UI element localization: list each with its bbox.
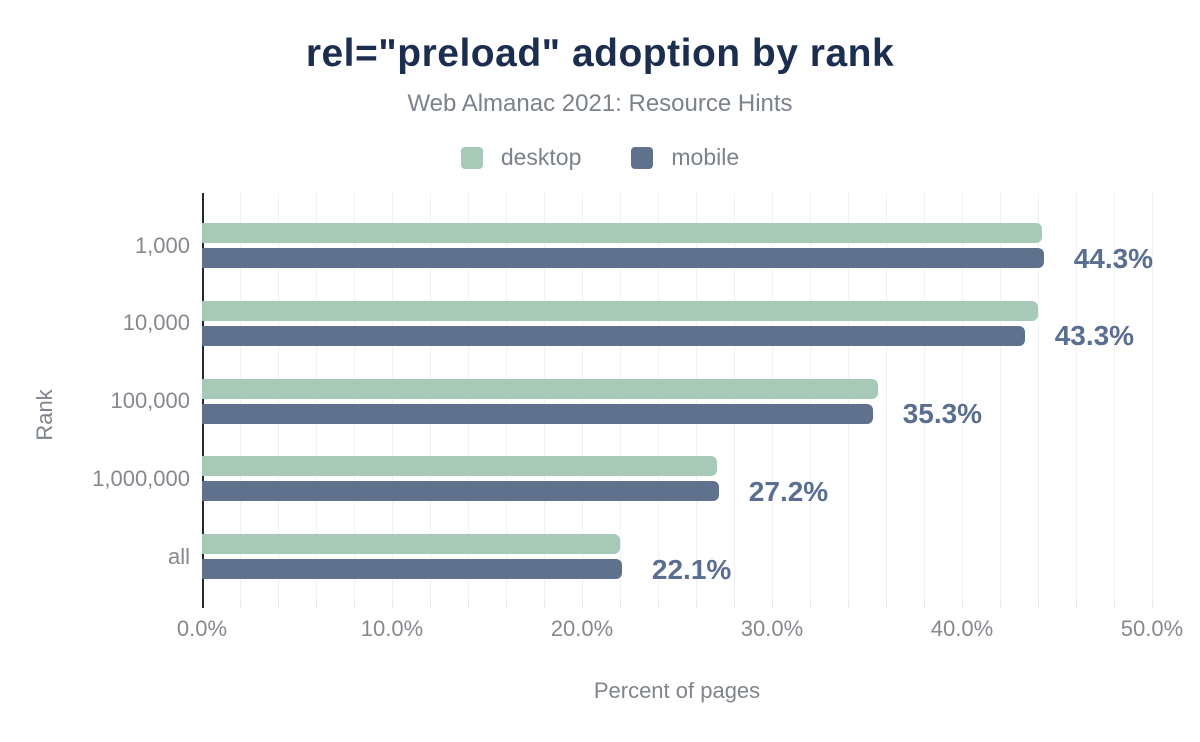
x-tick-label: 30.0% <box>740 616 804 641</box>
axis-tick <box>240 600 241 608</box>
axis-tick <box>1114 600 1115 608</box>
axis-tick <box>354 600 355 608</box>
legend-swatch-mobile-icon <box>631 146 654 169</box>
bar-mobile <box>202 559 622 579</box>
axis-tick <box>1000 600 1001 608</box>
axis-tick <box>1076 600 1077 608</box>
legend-label-desktop: desktop <box>500 144 582 170</box>
y-tick-label: 100,000 <box>110 388 190 413</box>
axis-tick <box>582 600 583 608</box>
bar-desktop <box>202 300 1038 321</box>
y-tick-label: all <box>167 543 190 569</box>
bar-desktop <box>202 534 620 554</box>
grid-line <box>924 193 925 600</box>
bar-mobile <box>202 325 1025 346</box>
axis-tick <box>392 600 393 608</box>
grid-line <box>1038 193 1039 600</box>
legend-item-mobile: mobile <box>631 144 739 171</box>
x-tick-label: 40.0% <box>930 616 994 641</box>
bar-value-label: 43.3% <box>1054 320 1135 352</box>
bar-mobile <box>202 248 1044 268</box>
grid-line <box>1152 193 1153 600</box>
axis-tick <box>620 600 621 608</box>
axis-tick <box>886 600 887 608</box>
axis-tick <box>430 600 431 608</box>
x-tick-label: 20.0% <box>550 616 614 641</box>
y-tick-label: 1,000,000 <box>92 465 190 491</box>
axis-tick <box>734 600 735 608</box>
bar-mobile <box>202 481 719 502</box>
axis-tick <box>962 600 963 608</box>
chart-title: rel="preload" adoption by rank <box>305 32 895 75</box>
axis-tick <box>924 600 925 608</box>
grid-line <box>1076 193 1077 600</box>
bar-mobile <box>202 403 873 424</box>
y-axis-line <box>202 193 204 608</box>
y-tick-label: 10,000 <box>122 310 190 336</box>
axis-tick <box>810 600 811 608</box>
grid-line <box>1000 193 1001 600</box>
x-axis-title: Percent of pages <box>593 678 761 703</box>
bar-value-label: 27.2% <box>748 475 829 507</box>
axis-tick <box>658 600 659 608</box>
bar-desktop <box>202 223 1042 243</box>
axis-tick <box>1152 600 1153 608</box>
legend-item-desktop: desktop <box>460 144 582 171</box>
axis-tick <box>696 600 697 608</box>
grid-line <box>962 193 963 600</box>
axis-tick <box>544 600 545 608</box>
y-tick-label: 1,000 <box>134 232 190 258</box>
bar-value-label: 22.1% <box>651 553 732 585</box>
legend-label-mobile: mobile <box>671 144 740 170</box>
legend: desktop mobile <box>0 144 1200 171</box>
axis-tick <box>848 600 849 608</box>
axis-tick <box>506 600 507 608</box>
axis-tick <box>316 600 317 608</box>
axis-tick <box>772 600 773 608</box>
axis-tick <box>1038 600 1039 608</box>
x-tick-label: 50.0% <box>1120 616 1184 641</box>
chart-subtitle: Web Almanac 2021: Resource Hints <box>407 90 793 117</box>
y-axis-title: Rank <box>32 389 57 441</box>
bar-value-label: 44.3% <box>1073 242 1154 274</box>
bar-value-label: 35.3% <box>902 398 983 429</box>
grid-line <box>886 193 887 600</box>
bar-desktop <box>202 456 717 477</box>
grid-line <box>1114 193 1115 600</box>
bar-desktop <box>202 378 879 399</box>
legend-swatch-desktop-icon <box>460 146 483 169</box>
x-tick-label: 0.0% <box>176 616 228 641</box>
axis-tick <box>278 600 279 608</box>
axis-tick <box>468 600 469 608</box>
x-tick-label: 10.0% <box>360 616 424 641</box>
